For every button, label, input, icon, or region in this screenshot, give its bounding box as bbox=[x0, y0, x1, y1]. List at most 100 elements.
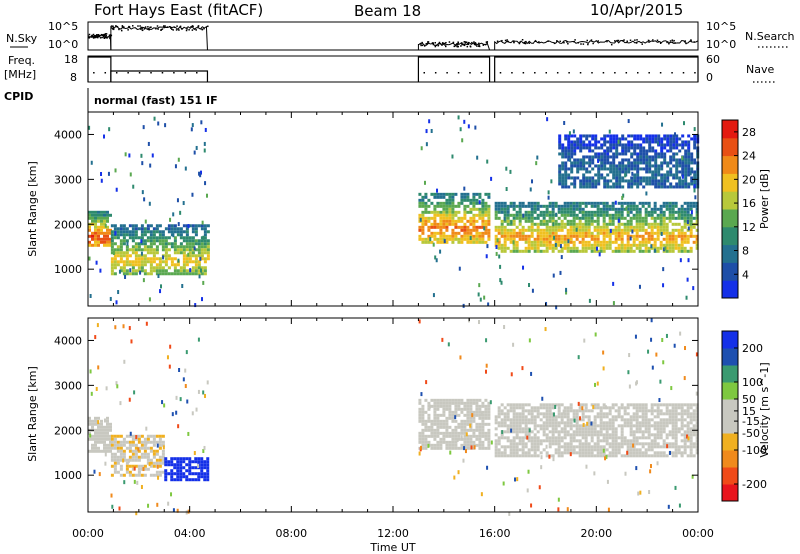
heatmap-cell bbox=[570, 176, 574, 180]
heatmap-cell bbox=[644, 406, 648, 410]
heatmap-cell bbox=[113, 452, 117, 456]
nsearch-point bbox=[466, 45, 469, 48]
heatmap-cell bbox=[680, 231, 684, 235]
heatmap-cell bbox=[179, 227, 183, 231]
heatmap-cell bbox=[557, 207, 561, 211]
heatmap-cell bbox=[503, 207, 507, 211]
heatmap-cell bbox=[560, 436, 564, 440]
heatmap-cell bbox=[436, 192, 440, 196]
heatmap-cell bbox=[647, 240, 651, 244]
heatmap-cell bbox=[596, 451, 600, 455]
heatmap-cell bbox=[182, 254, 186, 258]
heatmap-cell bbox=[182, 263, 186, 267]
heatmap-cell bbox=[608, 207, 612, 211]
heatmap-cell bbox=[119, 440, 123, 444]
heatmap-cell bbox=[651, 140, 655, 144]
heatmap-cell bbox=[436, 222, 440, 226]
heatmap-cell bbox=[110, 437, 114, 441]
heatmap-cell bbox=[660, 176, 664, 180]
heatmap-cell bbox=[674, 454, 678, 458]
heatmap-cell bbox=[650, 403, 654, 407]
heatmap-cell bbox=[179, 475, 183, 479]
heatmap-cell bbox=[524, 451, 528, 455]
heatmap-cell bbox=[572, 129, 575, 134]
heatmap-cell bbox=[548, 439, 552, 443]
heatmap-cell bbox=[623, 228, 627, 232]
heatmap-cell bbox=[655, 352, 658, 357]
heatmap-cell bbox=[542, 415, 546, 419]
heatmap-cell bbox=[639, 490, 642, 495]
heatmap-cell bbox=[617, 225, 621, 229]
heatmap-cell bbox=[184, 384, 187, 389]
heatmap-cell bbox=[106, 422, 109, 426]
heatmap-cell bbox=[206, 251, 210, 255]
heatmap-cell bbox=[418, 228, 422, 232]
heatmap-cell bbox=[515, 406, 519, 410]
heatmap-cell bbox=[527, 210, 531, 214]
heatmap-cell bbox=[557, 507, 560, 512]
heatmap-cell bbox=[128, 443, 132, 447]
heatmap-cell bbox=[152, 260, 156, 264]
heatmap-cell bbox=[653, 433, 657, 437]
heatmap-cell bbox=[110, 257, 114, 261]
heatmap-cell bbox=[128, 326, 131, 331]
heatmap-cell bbox=[626, 246, 630, 250]
nave-point bbox=[469, 72, 471, 74]
heatmap-cell bbox=[125, 434, 129, 438]
nsearch-point bbox=[478, 42, 480, 45]
heatmap-cell bbox=[630, 146, 634, 150]
heatmap-cell bbox=[626, 249, 630, 253]
heatmap-cell bbox=[478, 200, 481, 205]
heatmap-cell bbox=[588, 182, 592, 186]
heatmap-cell bbox=[158, 443, 162, 447]
heatmap-cell bbox=[424, 195, 428, 199]
heatmap-cell bbox=[427, 413, 431, 417]
nsearch-point bbox=[426, 42, 429, 45]
heatmap-cell bbox=[521, 225, 525, 229]
heatmap-cell bbox=[683, 409, 687, 413]
heatmap-cell bbox=[436, 237, 440, 241]
heatmap-cell bbox=[691, 474, 694, 479]
heatmap-cell bbox=[481, 225, 485, 229]
heatmap-cell bbox=[146, 440, 150, 444]
heatmap-cell bbox=[678, 213, 681, 218]
heatmap-cell bbox=[602, 445, 606, 449]
heatmap-cell bbox=[200, 475, 204, 479]
heatmap-cell bbox=[656, 234, 660, 238]
heatmap-cell bbox=[478, 283, 481, 288]
heatmap-cell bbox=[460, 216, 464, 220]
heatmap-cell bbox=[659, 225, 663, 229]
colorbar-tick-label: 16 bbox=[742, 197, 756, 210]
heatmap-cell bbox=[587, 424, 591, 428]
heatmap-cell bbox=[608, 204, 612, 208]
heatmap-cell bbox=[472, 431, 476, 435]
heatmap-cell bbox=[611, 421, 615, 425]
heatmap-cell bbox=[122, 324, 125, 329]
heatmap-cell bbox=[590, 445, 594, 449]
heatmap-cell bbox=[501, 430, 504, 435]
heatmap-cell bbox=[469, 398, 473, 402]
heatmap-cell bbox=[481, 204, 485, 208]
heatmap-cell bbox=[128, 464, 132, 468]
heatmap-cell bbox=[639, 161, 643, 165]
heatmap-cell bbox=[472, 428, 476, 432]
heatmap-cell bbox=[659, 243, 663, 247]
heatmap-cell bbox=[164, 463, 168, 467]
heatmap-cell bbox=[559, 244, 562, 249]
heatmap-cell bbox=[176, 251, 180, 255]
heatmap-cell bbox=[671, 412, 675, 416]
heatmap-cell bbox=[687, 143, 691, 147]
heatmap-cell bbox=[466, 237, 470, 241]
heatmap-cell bbox=[614, 231, 618, 235]
heatmap-cell bbox=[518, 430, 522, 434]
heatmap-cell bbox=[558, 179, 562, 183]
heatmap-cell bbox=[433, 234, 437, 238]
heatmap-cell bbox=[186, 399, 189, 404]
heatmap-cell bbox=[432, 293, 435, 298]
heatmap-cell bbox=[548, 424, 552, 428]
heatmap-cell bbox=[573, 179, 577, 183]
heatmap-cell bbox=[666, 185, 670, 189]
heatmap-cell bbox=[454, 404, 458, 408]
colorbar-segment bbox=[722, 120, 738, 139]
heatmap-cell bbox=[164, 478, 168, 482]
